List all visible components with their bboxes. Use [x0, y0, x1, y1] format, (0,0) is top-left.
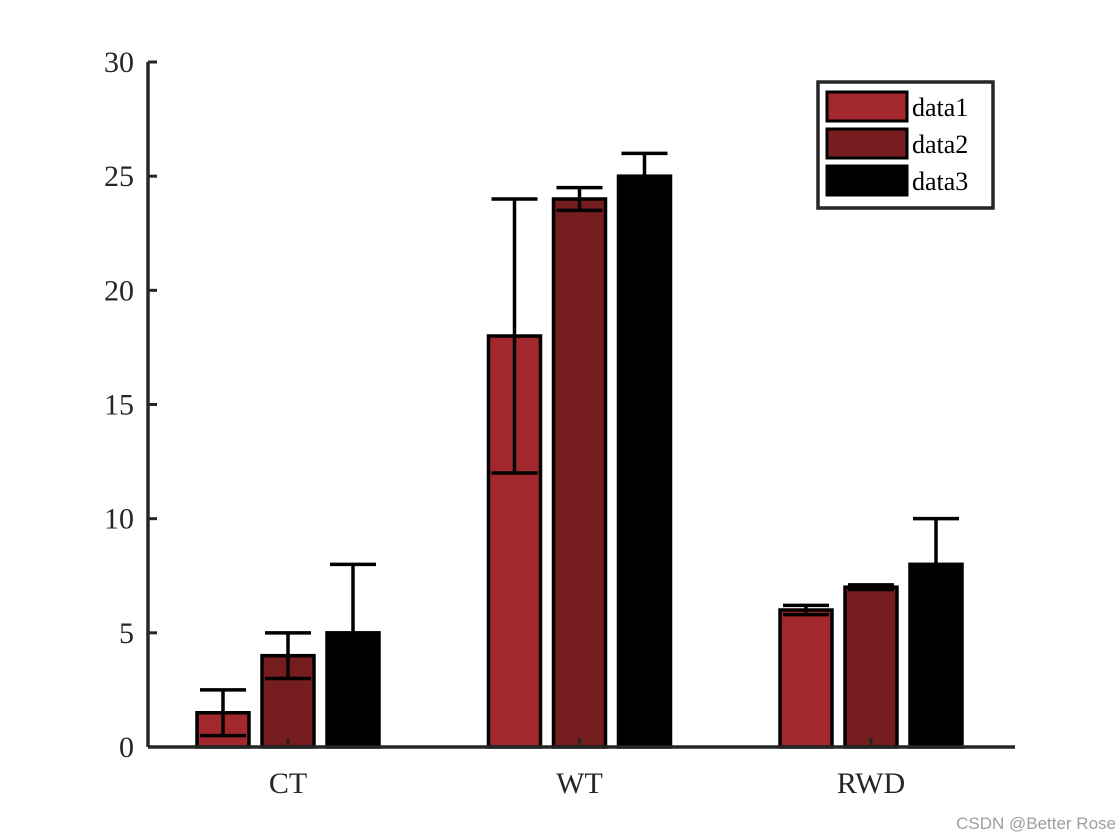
bar-data2-wt: [551, 197, 608, 749]
error-bar-data1-rwd: [783, 603, 829, 617]
error-bar-data2-rwd: [848, 583, 894, 592]
error-bar-data3-wt: [621, 151, 668, 201]
bar-data1-rwd: [778, 608, 834, 749]
y-tick-label: 25: [104, 160, 134, 193]
bar-data1-wt: [486, 334, 543, 749]
y-tick-label: 15: [104, 389, 134, 422]
y-tick-label: 5: [119, 617, 134, 650]
x-tick-label-rwd: RWD: [837, 767, 905, 800]
axes-layer: 0 5 10 15 20 25 30 CT WT RWD: [104, 46, 1015, 800]
legend-label-data2: data2: [912, 130, 968, 159]
legend-label-data1: data1: [912, 93, 968, 122]
legend-swatch-data1: [825, 90, 909, 123]
watermark: CSDN @Better Rose: [956, 814, 1116, 833]
bar-data2-rwd: [843, 585, 899, 749]
bar-data3-wt: [616, 174, 673, 749]
error-bar-data2-ct: [265, 631, 311, 681]
bars-layer: [195, 174, 964, 749]
y-tick-label: 0: [119, 731, 134, 764]
legend-swatch-data2: [825, 127, 909, 160]
x-tick-label-ct: CT: [269, 767, 307, 800]
error-bar-data3-rwd: [913, 516, 959, 612]
error-bars-layer: [200, 151, 959, 738]
error-bar-data1-wt: [491, 197, 538, 475]
error-bar-data3-ct: [330, 562, 376, 704]
legend: data1 data2 data3: [816, 80, 995, 210]
legend-swatch-data3: [825, 164, 909, 197]
y-tick-label: 20: [104, 274, 134, 307]
error-bar-data1-ct: [200, 688, 246, 738]
y-tick-label: 10: [104, 503, 134, 536]
y-tick-label: 30: [104, 46, 134, 79]
x-tick-label-wt: WT: [556, 767, 603, 800]
error-bar-data2-wt: [556, 185, 603, 213]
legend-label-data3: data3: [912, 167, 968, 196]
